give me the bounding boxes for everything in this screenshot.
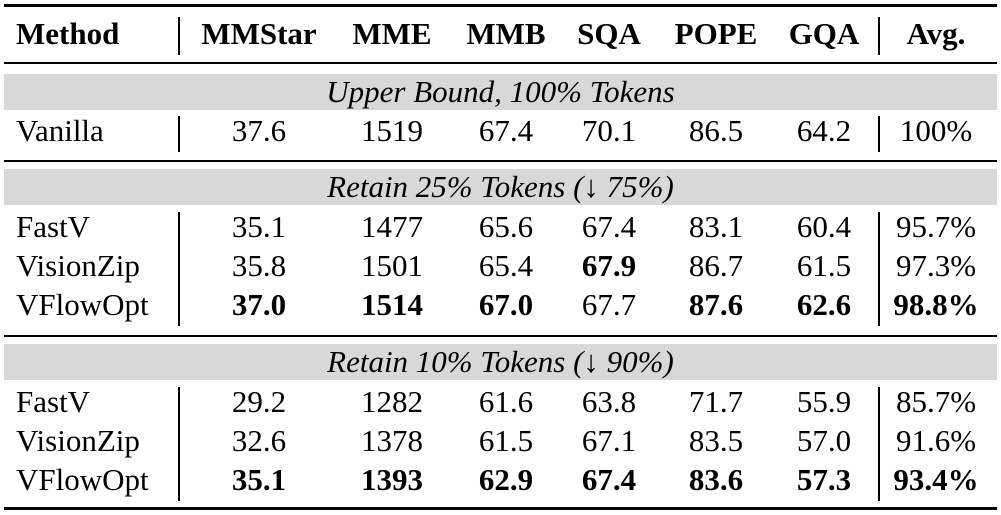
table-row: FastV 35.1 1477 65.6 67.4 83.1 60.4 95.7… bbox=[4, 208, 997, 246]
header-avg: Avg. bbox=[906, 16, 966, 51]
header-gqa: GQA bbox=[788, 16, 860, 51]
cell-gqa: 55.9 bbox=[796, 384, 852, 419]
cell-sqa: 67.4 bbox=[581, 209, 637, 244]
group-rule bbox=[4, 160, 997, 162]
header-method: Method bbox=[16, 16, 120, 51]
cell-pope: 83.5 bbox=[688, 423, 744, 458]
group-title-retain-10: Retain 10% Tokens (↓ 90%) bbox=[4, 344, 997, 380]
cell-pope: 83.1 bbox=[688, 209, 744, 244]
cell-pope: 71.7 bbox=[688, 384, 744, 419]
cell-sqa: 67.7 bbox=[581, 287, 637, 322]
cell-method: VFlowOpt bbox=[16, 287, 149, 322]
divider-left bbox=[178, 387, 180, 501]
cell-sqa: 70.1 bbox=[581, 113, 637, 148]
cell-mme: 1477 bbox=[361, 209, 423, 244]
table-row: VFlowOpt 35.1 1393 62.9 67.4 83.6 57.3 9… bbox=[4, 461, 997, 499]
group-title-retain-25: Retain 25% Tokens (↓ 75%) bbox=[4, 169, 997, 205]
table-row: VFlowOpt 37.0 1514 67.0 67.7 87.6 62.6 9… bbox=[4, 286, 997, 324]
cell-mme: 1378 bbox=[361, 423, 423, 458]
divider-right bbox=[878, 212, 880, 326]
cell-mmb: 62.9 bbox=[478, 462, 534, 497]
cell-mmstar: 37.0 bbox=[231, 287, 287, 322]
table-row: VisionZip 32.6 1378 61.5 67.1 83.5 57.0 … bbox=[4, 422, 997, 460]
cell-avg: 97.3% bbox=[895, 248, 977, 283]
cell-sqa: 67.4 bbox=[581, 462, 637, 497]
header-rule bbox=[4, 62, 997, 64]
header-mmstar: MMStar bbox=[201, 16, 317, 51]
divider-right bbox=[878, 387, 880, 501]
cell-mme: 1514 bbox=[361, 287, 423, 322]
cell-mmstar: 37.6 bbox=[231, 113, 287, 148]
cell-avg: 95.7% bbox=[895, 209, 977, 244]
cell-sqa: 67.1 bbox=[581, 423, 637, 458]
cell-gqa: 61.5 bbox=[796, 248, 852, 283]
bottom-rule bbox=[4, 507, 997, 510]
cell-method: Vanilla bbox=[16, 113, 104, 148]
cell-mmstar: 29.2 bbox=[231, 384, 287, 419]
cell-avg: 98.8% bbox=[893, 287, 979, 322]
cell-gqa: 62.6 bbox=[796, 287, 852, 322]
header-row: Method MMStar MME MMB SQA POPE GQA Avg. bbox=[4, 15, 997, 53]
cell-method: VisionZip bbox=[16, 248, 140, 283]
cell-mme: 1282 bbox=[361, 384, 423, 419]
cell-sqa: 67.9 bbox=[581, 248, 637, 283]
cell-method: FastV bbox=[16, 209, 91, 244]
header-divider-right bbox=[878, 17, 880, 55]
cell-mme: 1393 bbox=[361, 462, 423, 497]
cell-pope: 86.7 bbox=[688, 248, 744, 283]
cell-avg: 93.4% bbox=[893, 462, 979, 497]
cell-gqa: 57.3 bbox=[796, 462, 852, 497]
header-sqa: SQA bbox=[577, 16, 641, 51]
cell-mme: 1501 bbox=[361, 248, 423, 283]
cell-gqa: 57.0 bbox=[796, 423, 852, 458]
cell-mmstar: 35.8 bbox=[231, 248, 287, 283]
group-title-upper-bound: Upper Bound, 100% Tokens bbox=[4, 74, 997, 110]
cell-method: FastV bbox=[16, 384, 91, 419]
cell-pope: 83.6 bbox=[688, 462, 744, 497]
header-mmb: MMB bbox=[466, 16, 546, 51]
divider-left bbox=[178, 116, 180, 152]
cell-sqa: 63.8 bbox=[581, 384, 637, 419]
cell-mmb: 65.4 bbox=[478, 248, 534, 283]
cell-avg: 91.6% bbox=[895, 423, 977, 458]
table-row: FastV 29.2 1282 61.6 63.8 71.7 55.9 85.7… bbox=[4, 383, 997, 421]
header-divider-left bbox=[178, 17, 180, 55]
cell-mmb: 67.0 bbox=[478, 287, 534, 322]
cell-mmb: 67.4 bbox=[478, 113, 534, 148]
cell-mmstar: 35.1 bbox=[231, 462, 287, 497]
cell-pope: 87.6 bbox=[688, 287, 744, 322]
cell-pope: 86.5 bbox=[688, 113, 744, 148]
header-mme: MME bbox=[352, 16, 432, 51]
divider-right bbox=[878, 116, 880, 152]
table-row: Vanilla 37.6 1519 67.4 70.1 86.5 64.2 10… bbox=[4, 112, 997, 150]
cell-avg: 100% bbox=[899, 113, 973, 148]
cell-mmstar: 35.1 bbox=[231, 209, 287, 244]
cell-mmb: 61.5 bbox=[478, 423, 534, 458]
header-pope: POPE bbox=[674, 16, 758, 51]
cell-mmb: 61.6 bbox=[478, 384, 534, 419]
table-row: VisionZip 35.8 1501 65.4 67.9 86.7 61.5 … bbox=[4, 247, 997, 285]
cell-method: VFlowOpt bbox=[16, 462, 149, 497]
cell-method: VisionZip bbox=[16, 423, 140, 458]
cell-mmstar: 32.6 bbox=[231, 423, 287, 458]
cell-mmb: 65.6 bbox=[478, 209, 534, 244]
cell-gqa: 60.4 bbox=[796, 209, 852, 244]
cell-gqa: 64.2 bbox=[796, 113, 852, 148]
group-rule bbox=[4, 335, 997, 337]
cell-mme: 1519 bbox=[361, 113, 423, 148]
divider-left bbox=[178, 212, 180, 326]
cell-avg: 85.7% bbox=[895, 384, 977, 419]
top-rule bbox=[4, 4, 997, 7]
